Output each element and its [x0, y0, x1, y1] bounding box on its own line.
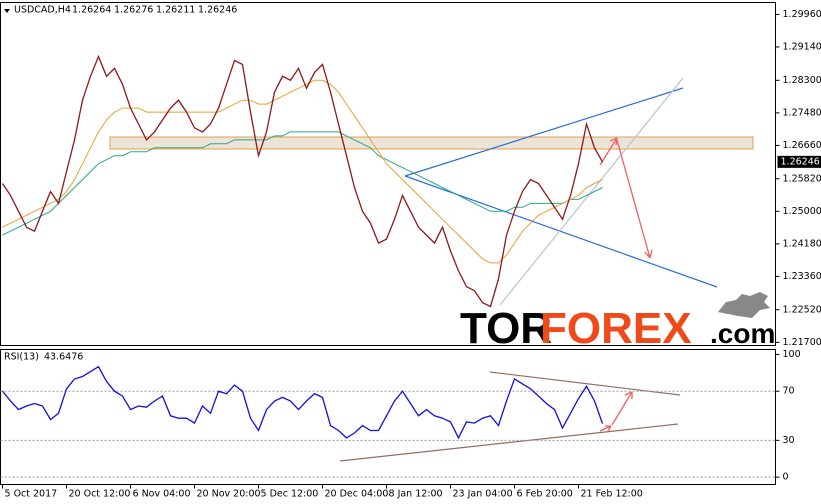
bull-icon [718, 292, 770, 318]
x-tick-label: 5 Oct 2017 [5, 489, 58, 500]
y-tick-label: 1.29140 [783, 41, 821, 52]
price-tag-label: 1.26246 [781, 156, 820, 167]
x-tick-label: 21 Feb 12:00 [581, 489, 643, 500]
arrow [616, 139, 653, 259]
y-tick-label: 0 [783, 472, 789, 483]
trendline [499, 77, 684, 306]
bar-open: 1.26264 [72, 5, 111, 16]
x-tick-label: 23 Jan 04:00 [453, 489, 513, 500]
x-tick-label: 6 Feb 20:00 [517, 489, 573, 500]
trendline [404, 87, 684, 177]
watermark: FOREX [540, 304, 692, 353]
series-line [2, 131, 603, 236]
y-tick-label: 1.28300 [783, 75, 821, 86]
price-tag [777, 155, 821, 168]
x-tick-label: 20 Nov 20:00 [197, 489, 261, 500]
bar-close: 1.26246 [198, 5, 237, 16]
arrow [611, 391, 633, 426]
resistance-zone [109, 136, 754, 150]
x-tick-label: 20 Dec 04:00 [325, 489, 389, 500]
y-tick-label: 1.24180 [783, 238, 821, 249]
rsi-label: RSI(13) [4, 352, 39, 363]
watermark: TOR [460, 304, 552, 353]
series-line [1, 365, 604, 440]
arrows [599, 137, 653, 432]
y-tick-label: 1.23360 [783, 271, 821, 282]
trendline [489, 371, 681, 396]
y-tick-label: 100 [783, 349, 801, 360]
rsi-value: 43.6476 [44, 352, 83, 363]
y-tick-label: 1.26660 [783, 140, 821, 151]
x-tick-label: 8 Jan 12:00 [389, 489, 443, 500]
header-icon [4, 9, 10, 13]
arrow [599, 425, 612, 432]
x-tick-label: 5 Dec 12:00 [261, 489, 319, 500]
annotation-lines [339, 77, 718, 462]
y-tick-label: 1.27480 [783, 107, 821, 118]
trendline [339, 423, 679, 462]
y-tick-label: 1.25000 [783, 206, 821, 217]
y-tick-label: 1.29960 [783, 9, 821, 20]
x-tick-label: 6 Nov 04:00 [133, 489, 191, 500]
watermark: .com [710, 318, 775, 349]
bar-high: 1.26276 [114, 5, 153, 16]
arrow [599, 137, 618, 166]
symbol: USDCAD,H4 [14, 5, 71, 16]
bar-low: 1.26211 [156, 5, 195, 16]
price-panel [0, 2, 776, 346]
y-tick-label: 30 [783, 435, 795, 446]
x-tick-label: 20 Oct 12:00 [69, 489, 131, 500]
y-tick-label: 1.21700 [783, 337, 821, 348]
y-tick-label: 1.25820 [783, 173, 821, 184]
series-line [1, 54, 604, 308]
y-tick-label: 1.22520 [783, 304, 821, 315]
rsi-panel [0, 349, 776, 485]
y-tick-label: 70 [783, 386, 795, 397]
